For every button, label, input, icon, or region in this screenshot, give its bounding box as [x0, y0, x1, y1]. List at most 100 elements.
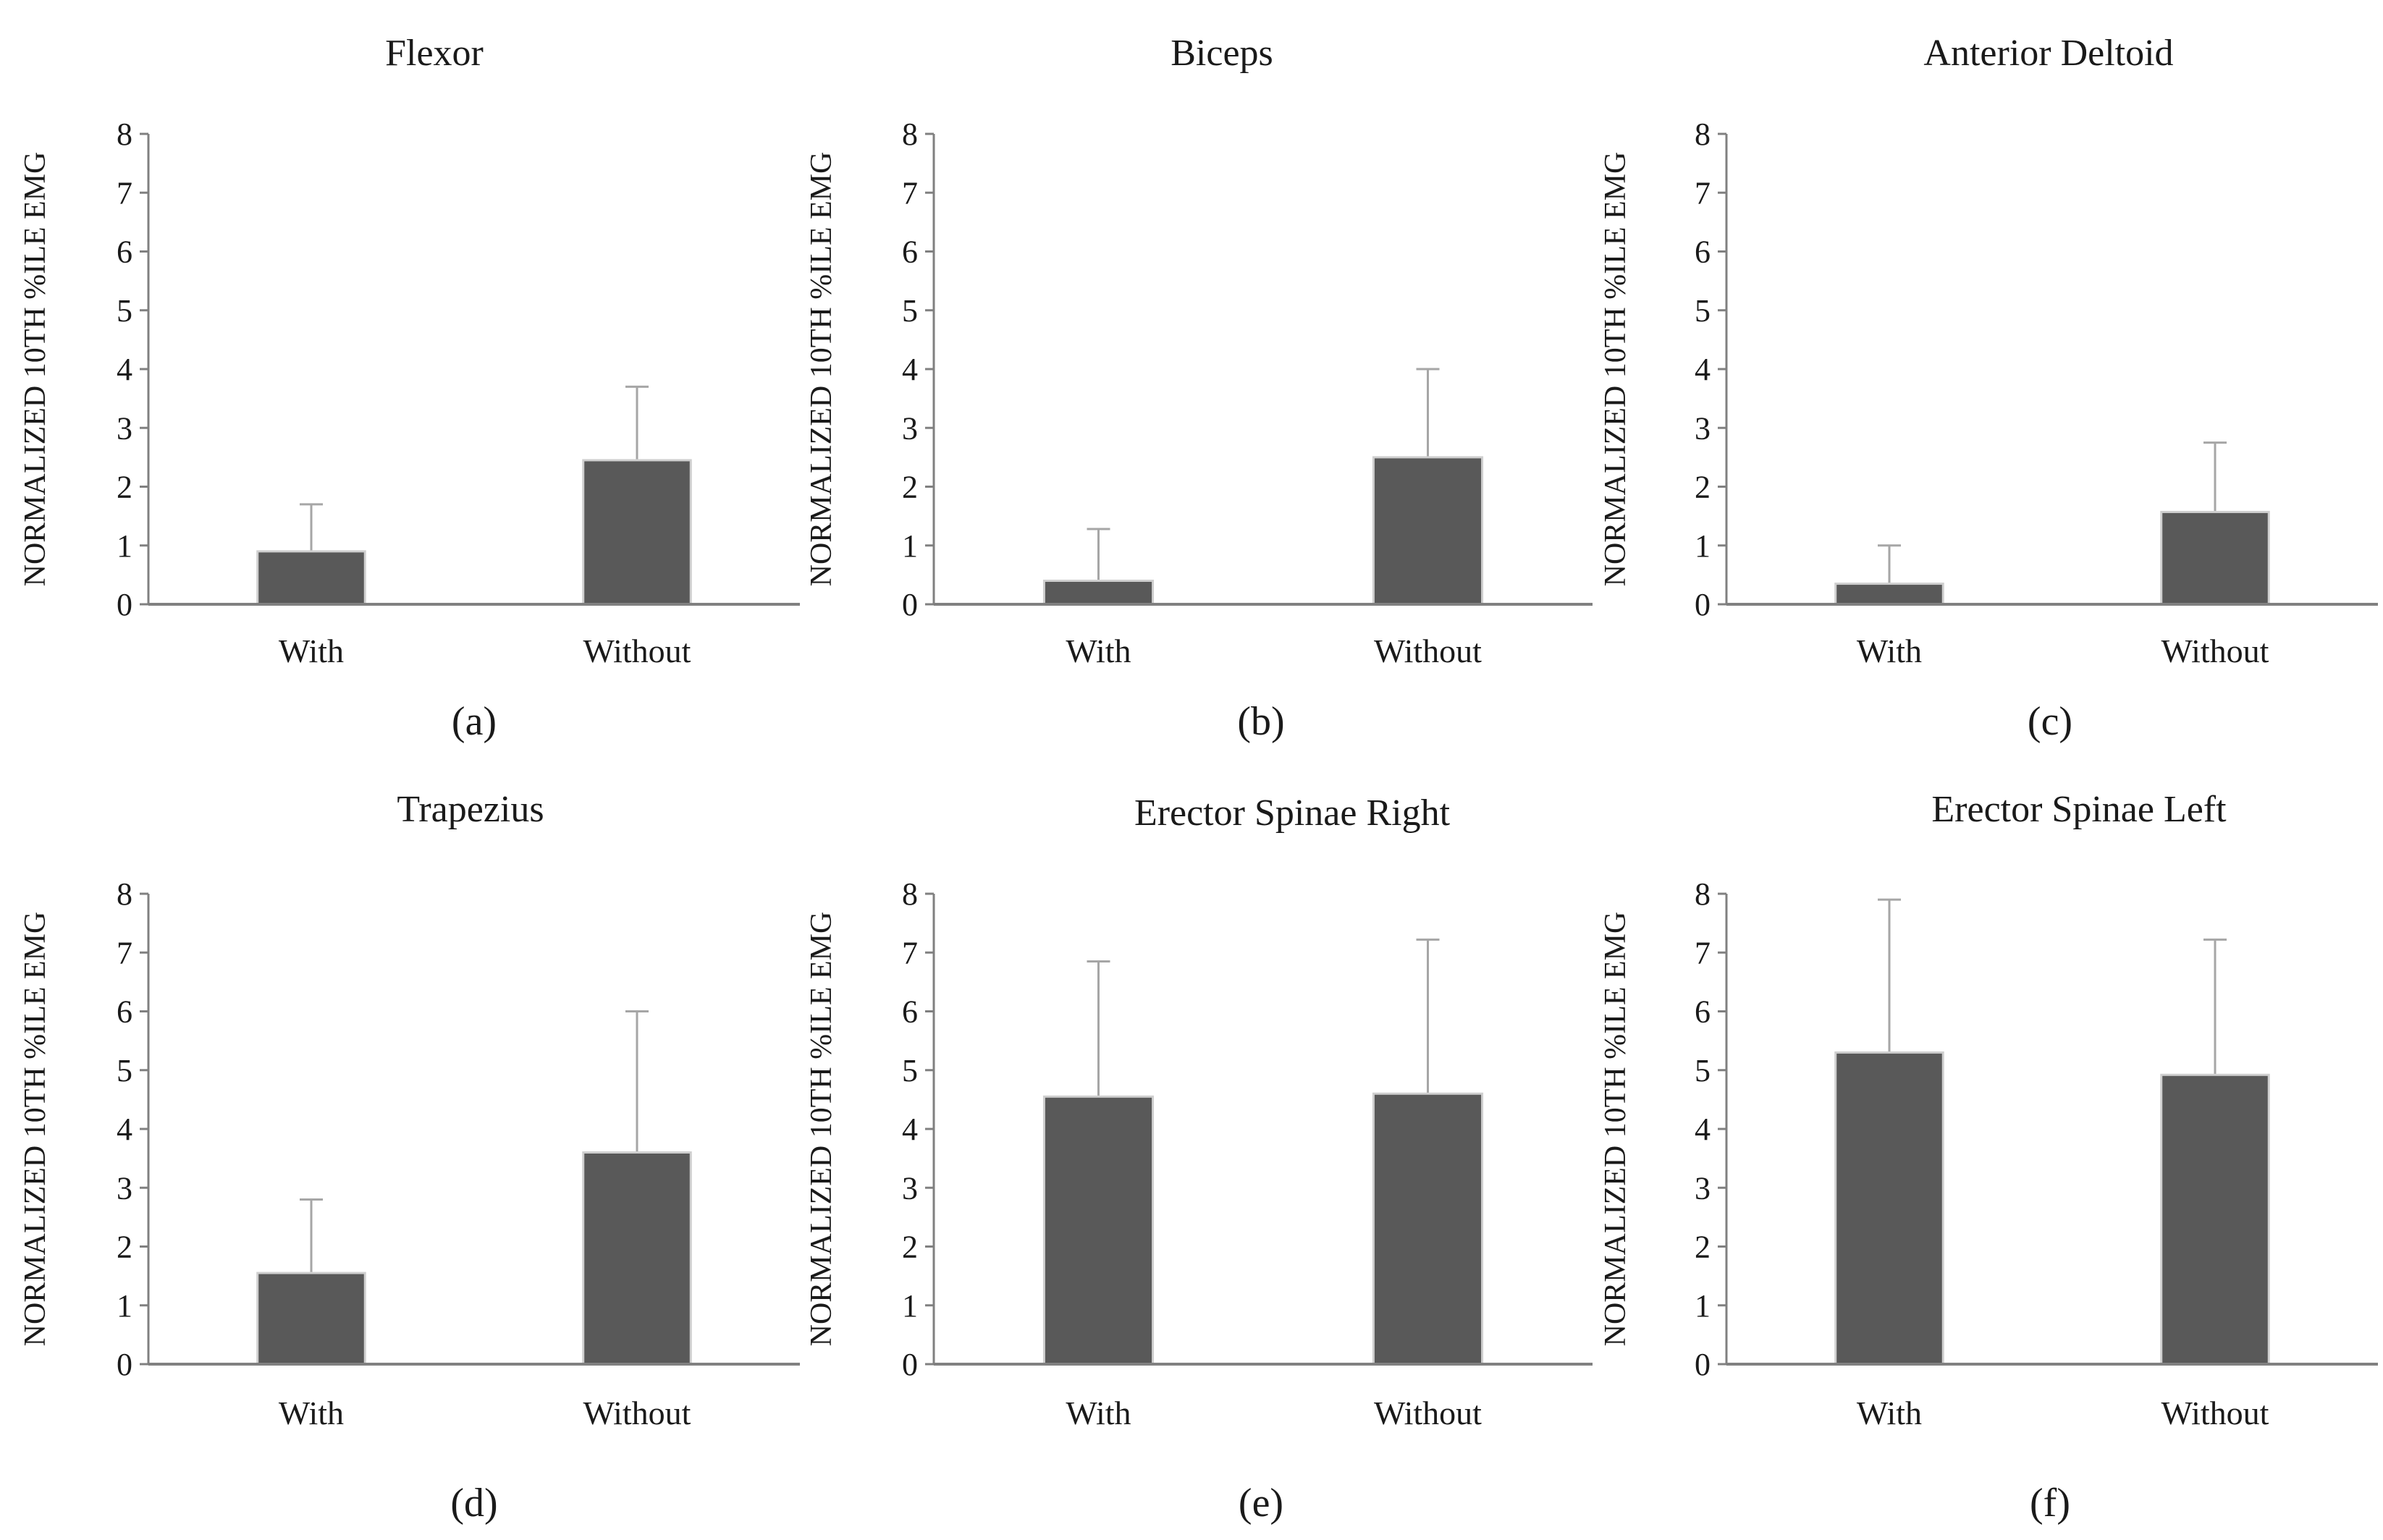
- bar-with: [256, 1272, 366, 1366]
- y-axis-label: NORMALIZED 10TH %ILE EMG: [1599, 152, 1632, 587]
- panel-letter: (b): [1237, 699, 1284, 744]
- y-tick-label: 8: [1695, 117, 1711, 152]
- y-tick-label: 1: [902, 1288, 918, 1324]
- y-tick-label: 5: [1695, 1053, 1711, 1088]
- y-tick-label: 5: [1695, 293, 1711, 329]
- y-tick-label: 6: [902, 994, 918, 1030]
- chart-panel: Biceps NORMALIZED 10TH %ILE EMG 0 1 2 3 4 5 6 7 8 W…: [805, 33, 1593, 744]
- panel-letter: (c): [2028, 699, 2072, 744]
- x-category-label: Without: [2161, 1395, 2269, 1431]
- chart-title: Erector Spinae Left: [1931, 789, 2227, 830]
- panel-letter: (e): [1239, 1481, 1283, 1526]
- chart-title: Erector Spinae Right: [1134, 792, 1451, 834]
- y-tick-label: 3: [117, 1170, 132, 1206]
- y-tick-label: 6: [1695, 234, 1711, 270]
- chart-panel: Erector Spinae Left NORMALIZED 10TH %ILE …: [1599, 789, 2378, 1526]
- y-tick-label: 1: [117, 1288, 132, 1324]
- y-axis-label: NORMALIZED 10TH %ILE EMG: [19, 912, 52, 1347]
- y-tick-label: 6: [117, 234, 132, 270]
- x-category-label: With: [1857, 1395, 1922, 1431]
- x-category-label: With: [279, 1395, 344, 1431]
- x-category-label: With: [279, 632, 344, 669]
- chart-title: Flexor: [385, 33, 484, 74]
- chart-title: Biceps: [1171, 33, 1273, 74]
- bar-with: [1042, 1095, 1155, 1366]
- y-tick-label: 5: [902, 293, 918, 329]
- bar-with: [1834, 1051, 1944, 1366]
- y-tick-label: 8: [902, 117, 918, 152]
- y-tick-label: 1: [1695, 1288, 1711, 1324]
- y-tick-label: 7: [1695, 935, 1711, 970]
- bar-without: [1372, 1092, 1484, 1366]
- x-category-label: Without: [1374, 632, 1482, 669]
- y-axis-label: NORMALIZED 10TH %ILE EMG: [805, 912, 838, 1347]
- y-tick-label: 3: [1695, 410, 1711, 446]
- chart-title: Trapezius: [397, 789, 544, 830]
- y-tick-label: 8: [1695, 876, 1711, 912]
- bar-without: [1372, 456, 1484, 606]
- y-tick-label: 2: [117, 1230, 132, 1265]
- y-tick-label: 7: [117, 175, 132, 211]
- y-tick-label: 5: [117, 1053, 132, 1088]
- y-tick-label: 0: [902, 1347, 918, 1382]
- bar-without: [582, 1151, 692, 1366]
- bar-with: [1834, 583, 1944, 606]
- y-tick-label: 3: [902, 410, 918, 446]
- y-tick-label: 4: [902, 352, 918, 387]
- y-tick-label: 2: [1695, 1230, 1711, 1265]
- x-category-label: Without: [2161, 632, 2269, 669]
- y-tick-label: 5: [902, 1053, 918, 1088]
- y-tick-label: 2: [1695, 470, 1711, 505]
- y-tick-label: 3: [117, 410, 132, 446]
- bar-with: [256, 550, 366, 606]
- y-tick-label: 0: [117, 1347, 132, 1382]
- x-category-label: Without: [583, 632, 691, 669]
- y-tick-label: 0: [1695, 1347, 1711, 1382]
- y-tick-label: 4: [902, 1112, 918, 1147]
- y-tick-label: 6: [1695, 994, 1711, 1030]
- x-category-label: Without: [1374, 1395, 1482, 1431]
- panel-letter: (f): [2030, 1481, 2070, 1526]
- y-tick-label: 3: [902, 1170, 918, 1206]
- y-tick-label: 7: [902, 175, 918, 211]
- y-tick-label: 8: [117, 876, 132, 912]
- y-tick-label: 4: [117, 1112, 132, 1147]
- y-tick-label: 6: [117, 994, 132, 1030]
- y-tick-label: 7: [117, 935, 132, 970]
- x-category-label: With: [1857, 632, 1922, 669]
- y-tick-label: 0: [117, 587, 132, 622]
- chart-panel: Trapezius NORMALIZED 10TH %ILE EMG 0 1 2 3 4 5 6…: [19, 789, 800, 1526]
- x-category-label: Without: [583, 1395, 691, 1431]
- panel-letter: (a): [452, 699, 497, 744]
- x-category-label: With: [1066, 632, 1131, 669]
- y-tick-label: 6: [902, 234, 918, 270]
- chart-panel: Flexor NORMALIZED 10TH %ILE EMG 0 1 2 3 4 5 6 7 8 W…: [19, 33, 800, 744]
- bar-with: [1042, 580, 1155, 606]
- y-tick-label: 4: [1695, 1112, 1711, 1147]
- y-tick-label: 7: [1695, 175, 1711, 211]
- y-tick-label: 0: [902, 587, 918, 622]
- y-tick-label: 1: [902, 528, 918, 564]
- y-tick-label: 2: [902, 1230, 918, 1265]
- y-tick-label: 2: [117, 470, 132, 505]
- y-tick-label: 3: [1695, 1170, 1711, 1206]
- y-tick-label: 8: [902, 876, 918, 912]
- chart-title: Anterior Deltoid: [1923, 33, 2173, 74]
- panel-letter: (d): [450, 1481, 497, 1526]
- y-axis-label: NORMALIZED 10TH %ILE EMG: [19, 152, 52, 587]
- y-tick-label: 2: [902, 470, 918, 505]
- bar-without: [2160, 510, 2270, 606]
- x-category-label: With: [1066, 1395, 1131, 1431]
- y-tick-label: 0: [1695, 587, 1711, 622]
- y-tick-label: 1: [1695, 528, 1711, 564]
- bar-without: [2160, 1073, 2270, 1366]
- chart-panel: Anterior Deltoid NORMALIZED 10TH %ILE EMG…: [1599, 33, 2378, 744]
- y-tick-label: 7: [902, 935, 918, 970]
- y-tick-label: 5: [117, 293, 132, 329]
- chart-panel: Erector Spinae Right NORMALIZED 10TH %ILE…: [805, 792, 1593, 1526]
- y-tick-label: 4: [117, 352, 132, 387]
- y-tick-label: 8: [117, 117, 132, 152]
- y-tick-label: 1: [117, 528, 132, 564]
- y-axis-label: NORMALIZED 10TH %ILE EMG: [1599, 912, 1632, 1347]
